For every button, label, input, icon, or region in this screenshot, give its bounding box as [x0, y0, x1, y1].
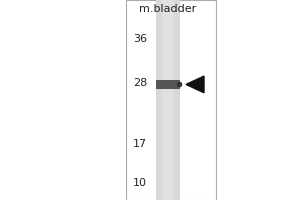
- Bar: [156, 0, 180, 200]
- Text: 17: 17: [133, 139, 147, 149]
- Polygon shape: [186, 76, 204, 93]
- Text: 36: 36: [133, 34, 147, 44]
- Bar: [156, 80, 180, 89]
- Text: 10: 10: [133, 178, 147, 188]
- Text: m.bladder: m.bladder: [140, 4, 196, 14]
- Text: 28: 28: [133, 78, 147, 88]
- Bar: [126, 0, 216, 200]
- Bar: [162, 0, 174, 200]
